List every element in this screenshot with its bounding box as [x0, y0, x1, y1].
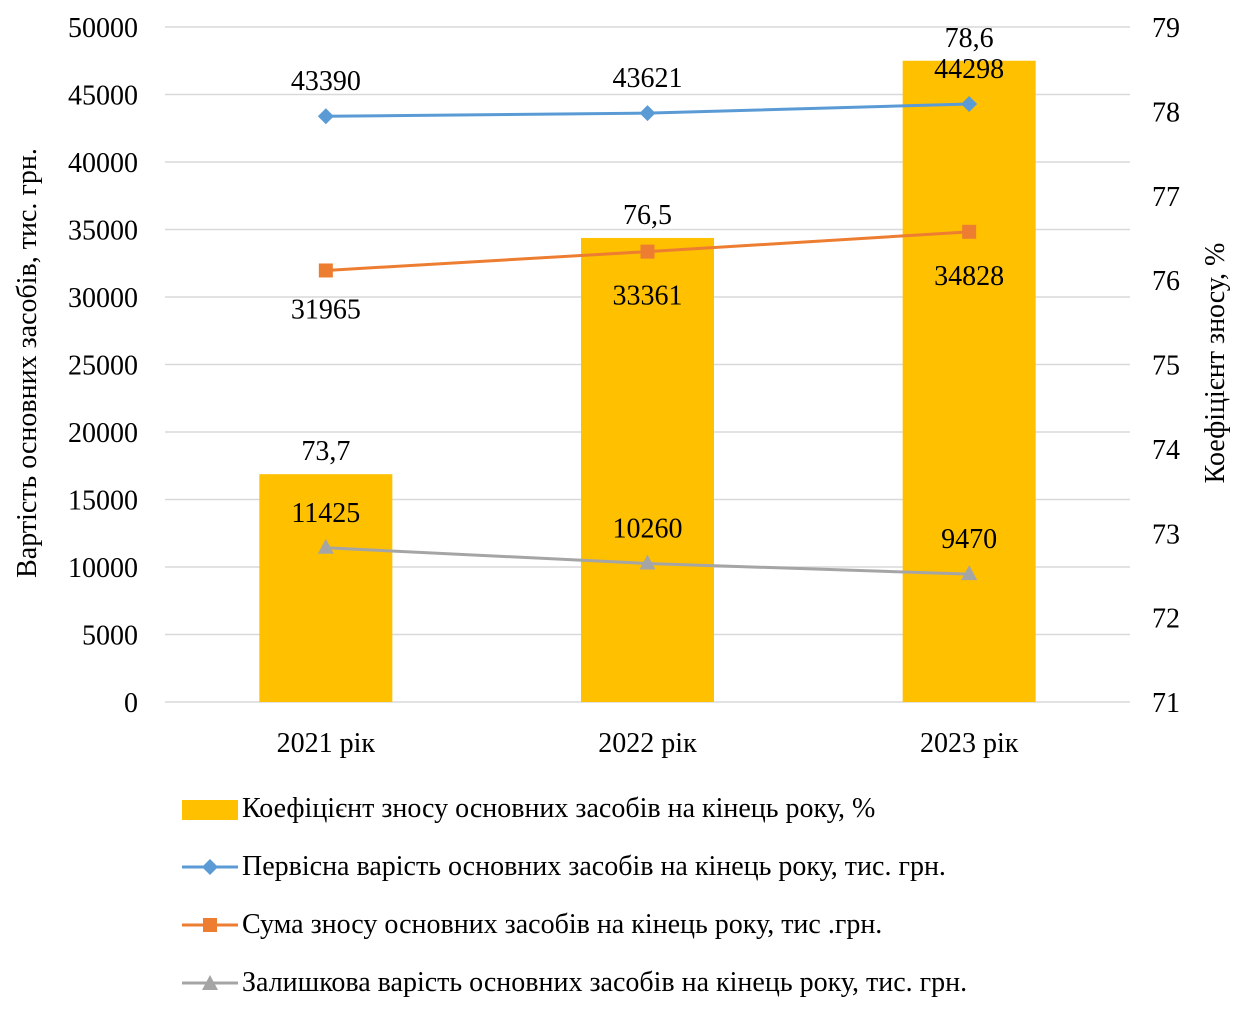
bar-swatch-icon: [182, 800, 238, 820]
line-data-label: 44298: [934, 54, 1004, 85]
data-labels: 73,7 76,5 78,6 43390 43621 44298 31965 33361 348…: [291, 23, 1004, 555]
y-tick-label: 35000: [68, 216, 138, 247]
line-data-label: 34828: [934, 261, 1004, 292]
line-data-label: 31965: [291, 294, 361, 325]
y-tick-label: 30000: [68, 283, 138, 314]
y-tick-label: 5000: [82, 621, 138, 652]
line-series: [317, 95, 978, 581]
legend-label: Сума зносу основних засобів на кінець ро…: [242, 909, 883, 940]
line-data-label: 10260: [613, 513, 683, 544]
diamond-marker: [961, 95, 978, 112]
y2-tick-label: 74: [1152, 435, 1180, 466]
legend-label: Первісна варість основних засобів на кін…: [242, 851, 946, 882]
y2-tick-label: 76: [1152, 266, 1180, 297]
bar-series: [259, 60, 1036, 702]
line-data-label: 43621: [613, 63, 683, 94]
line-data-label: 33361: [613, 281, 683, 312]
y-tick-label: 15000: [68, 486, 138, 517]
triangle-marker: [317, 538, 334, 554]
y-tick-label: 0: [124, 688, 138, 719]
line-data-label: 43390: [291, 66, 361, 97]
y-tick-label: 25000: [68, 351, 138, 382]
y2-tick-label: 78: [1152, 97, 1180, 128]
diamond-marker-icon: [182, 859, 238, 875]
square-marker: [962, 224, 977, 239]
bar-data-label: 76,5: [623, 200, 672, 231]
square-marker: [318, 263, 333, 278]
square-marker-icon: [182, 918, 238, 932]
square-marker: [640, 244, 655, 259]
bar: [259, 474, 393, 702]
line-data-label: 11425: [291, 498, 360, 529]
y-tick-label: 45000: [68, 81, 138, 112]
y2-tick-label: 79: [1152, 13, 1180, 44]
y2-tick-label: 72: [1152, 604, 1180, 635]
triangle-marker: [639, 554, 656, 570]
right-axis-title: Коефіцієнт зносу, %: [1200, 243, 1231, 484]
category-axis-ticks: 2021 рік 2022 рік 2023 рік: [277, 728, 1019, 759]
left-axis-title: Вартість основних засобів, тис. грн.: [12, 148, 43, 578]
triangle-marker-icon: [182, 975, 238, 990]
y-tick-label: 40000: [68, 148, 138, 179]
legend-item-residual-cost: Залишкова варість основних засобів на кі…: [180, 954, 1240, 1012]
y-tick-label: 20000: [68, 418, 138, 449]
y-tick-label: 50000: [68, 13, 138, 44]
bar-data-label: 78,6: [945, 23, 994, 54]
diamond-marker: [639, 105, 656, 122]
legend-item-original-cost: Первісна варість основних засобів на кін…: [180, 838, 1240, 896]
x-tick-label: 2023 рік: [920, 728, 1019, 759]
line-data-label: 9470: [941, 524, 997, 555]
x-tick-label: 2021 рік: [277, 728, 376, 759]
y2-tick-label: 71: [1152, 688, 1180, 719]
bar: [902, 60, 1036, 702]
triangle-marker: [961, 565, 978, 581]
y-tick-label: 10000: [68, 553, 138, 584]
y2-tick-label: 73: [1152, 519, 1180, 550]
left-axis-ticks: 0 5000 10000 15000 20000 25000 30000 35000 40000…: [68, 13, 138, 719]
y2-tick-label: 77: [1152, 182, 1180, 213]
legend-label: Коефіцієнт зносу основних засобів на кін…: [242, 793, 876, 824]
bar: [581, 237, 714, 702]
diamond-marker: [317, 108, 334, 125]
legend: Коефіцієнт зносу основних засобів на кін…: [180, 780, 1240, 1012]
x-tick-label: 2022 рік: [598, 728, 697, 759]
chart: 0 5000 10000 15000 20000 25000 30000 35000 40000…: [12, 13, 1231, 759]
legend-item-depreciation-sum: Сума зносу основних засобів на кінець ро…: [180, 896, 1240, 954]
bar-data-label: 73,7: [301, 436, 350, 467]
right-axis-ticks: 71 72 73 74 75 76 77 78 79: [1152, 13, 1180, 719]
y2-tick-label: 75: [1152, 351, 1180, 382]
legend-item-wear-coefficient: Коефіцієнт зносу основних засобів на кін…: [180, 780, 1240, 838]
